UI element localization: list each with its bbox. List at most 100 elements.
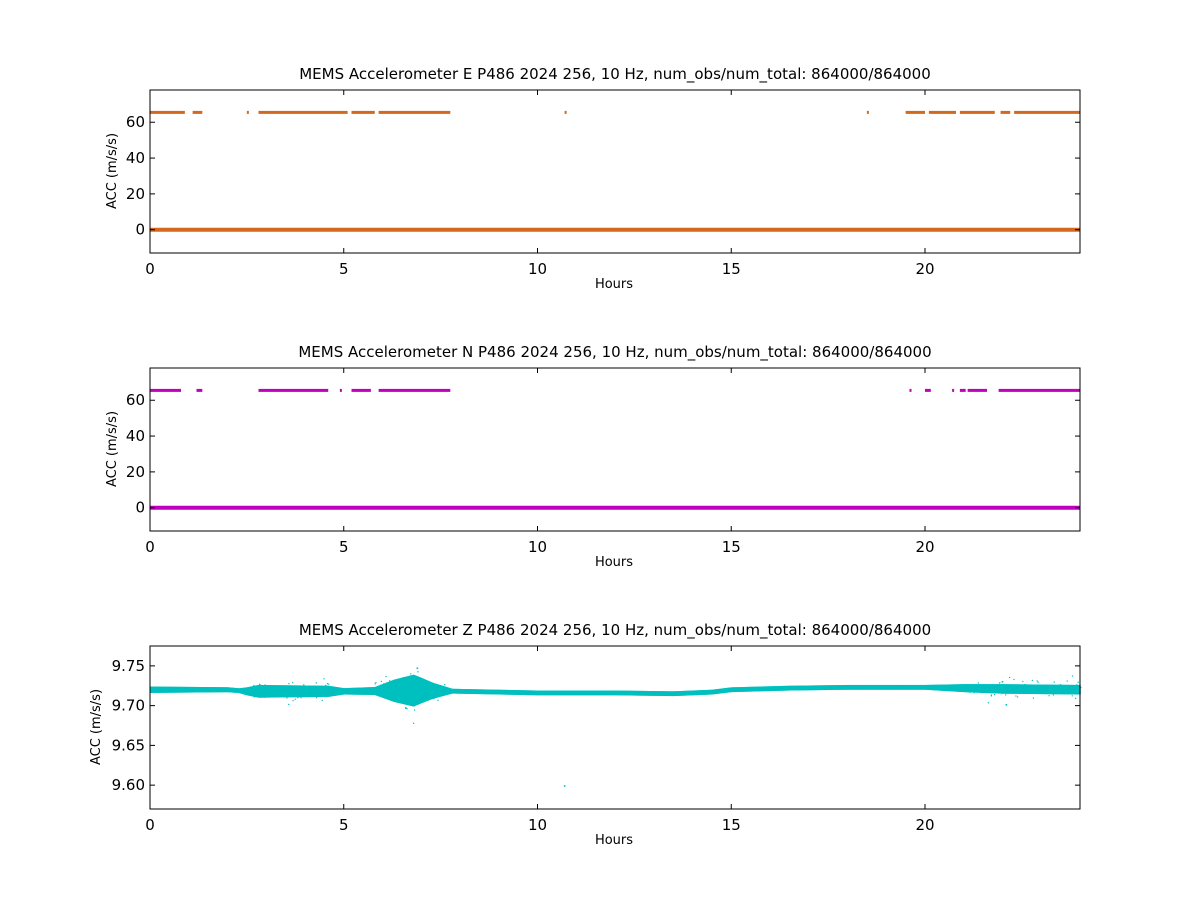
z-noise-band (616, 690, 618, 696)
z-noise-band (203, 687, 206, 693)
z-noise-band (547, 690, 549, 696)
z-noise-band (248, 686, 250, 696)
z-noise-band (976, 684, 978, 693)
z-noise-band (217, 687, 220, 693)
z-noise-point (305, 687, 307, 689)
z-noise-band (711, 689, 713, 695)
z-noise-point (406, 707, 408, 710)
z-noise-band (533, 690, 535, 696)
z-noise-band (701, 690, 703, 695)
z-noise-band (516, 690, 518, 695)
z-noise-band (229, 687, 231, 693)
z-noise-band (716, 689, 719, 694)
z-noise-band (767, 686, 770, 692)
z-noise-band (776, 686, 778, 691)
z-noise-band (314, 685, 316, 698)
z-noise-band (536, 690, 538, 696)
z-noise-band (465, 689, 467, 694)
z-noise-band (881, 684, 883, 690)
z-noise-band (585, 690, 587, 696)
z-noise-band (295, 685, 297, 698)
z-noise-band (908, 684, 910, 690)
z-noise-band (523, 690, 525, 696)
z-noise-band (610, 690, 612, 696)
z-noise-band (806, 685, 808, 691)
z-noise-band (768, 686, 770, 692)
z-noise-band (830, 685, 832, 690)
z-noise-band (527, 690, 529, 696)
z-noise-band (266, 685, 268, 698)
z-noise-band (203, 687, 205, 693)
z-noise-band (219, 687, 221, 693)
z-noise-band (645, 690, 647, 696)
z-noise-band (329, 686, 331, 697)
z-noise-point (1080, 686, 1082, 689)
z-noise-band (828, 685, 830, 690)
z-noise-band (843, 685, 845, 690)
z-noise-band (1070, 684, 1073, 695)
z-noise-band (839, 685, 841, 690)
z-noise-band (241, 687, 243, 694)
z-noise-band (197, 686, 200, 693)
z-noise-band (781, 685, 783, 691)
z-noise-band (244, 687, 246, 695)
z-noise-band (871, 684, 873, 690)
z-noise-point (399, 683, 401, 685)
z-noise-band (765, 686, 768, 692)
z-noise-band (178, 686, 181, 693)
z-noise-band (795, 685, 798, 691)
z-noise-band (453, 688, 455, 694)
z-noise-band (227, 687, 229, 693)
z-noise-band (884, 684, 886, 690)
z-noise-band (807, 685, 809, 691)
z-noise-band (1017, 684, 1019, 694)
z-noise-band (823, 685, 825, 691)
z-noise-band (874, 684, 877, 690)
z-noise-band (561, 690, 563, 696)
z-noise-point (1059, 691, 1062, 693)
z-noise-band (243, 687, 245, 695)
z-noise-band (162, 686, 165, 693)
z-noise-point (251, 691, 253, 693)
z-noise-band (601, 690, 603, 696)
z-noise-band (1055, 684, 1057, 695)
z-noise-band (417, 676, 419, 705)
z-noise-band (465, 689, 467, 694)
z-noise-band (249, 686, 251, 696)
upper-segment-n-10 (967, 388, 987, 392)
z-noise-band (154, 686, 156, 693)
z-noise-band (583, 690, 586, 696)
z-noise-band (676, 691, 679, 696)
panel-z-ylabel: ACC (m/s/s) (89, 689, 104, 765)
z-noise-band (707, 689, 709, 695)
z-noise-band (245, 687, 247, 695)
z-noise-band (844, 684, 846, 690)
z-noise-band (279, 685, 281, 698)
z-noise-band (235, 687, 237, 693)
z-noise-band (942, 684, 944, 691)
z-noise-band (1058, 684, 1061, 695)
z-noise-band (579, 690, 581, 696)
z-noise-band (453, 688, 456, 694)
z-noise-band (357, 687, 359, 695)
z-noise-band (270, 685, 272, 698)
z-noise-band (446, 687, 448, 695)
z-noise-band (963, 684, 965, 693)
z-noise-band (858, 684, 860, 690)
z-noise-band (727, 687, 729, 693)
panel-z-data (149, 667, 1082, 787)
z-noise-band (651, 691, 653, 696)
z-noise-band (718, 688, 720, 694)
z-noise-point (321, 699, 323, 701)
z-noise-band (910, 684, 913, 690)
x-tick-label: 20 (915, 538, 934, 556)
z-noise-band (208, 687, 210, 693)
z-noise-band (615, 690, 617, 696)
z-noise-band (953, 684, 956, 692)
z-noise-band (380, 684, 382, 698)
z-noise-band (922, 684, 925, 690)
z-noise-band (835, 685, 838, 690)
z-noise-band (297, 685, 299, 698)
z-noise-point (977, 682, 979, 684)
z-noise-band (539, 690, 541, 696)
